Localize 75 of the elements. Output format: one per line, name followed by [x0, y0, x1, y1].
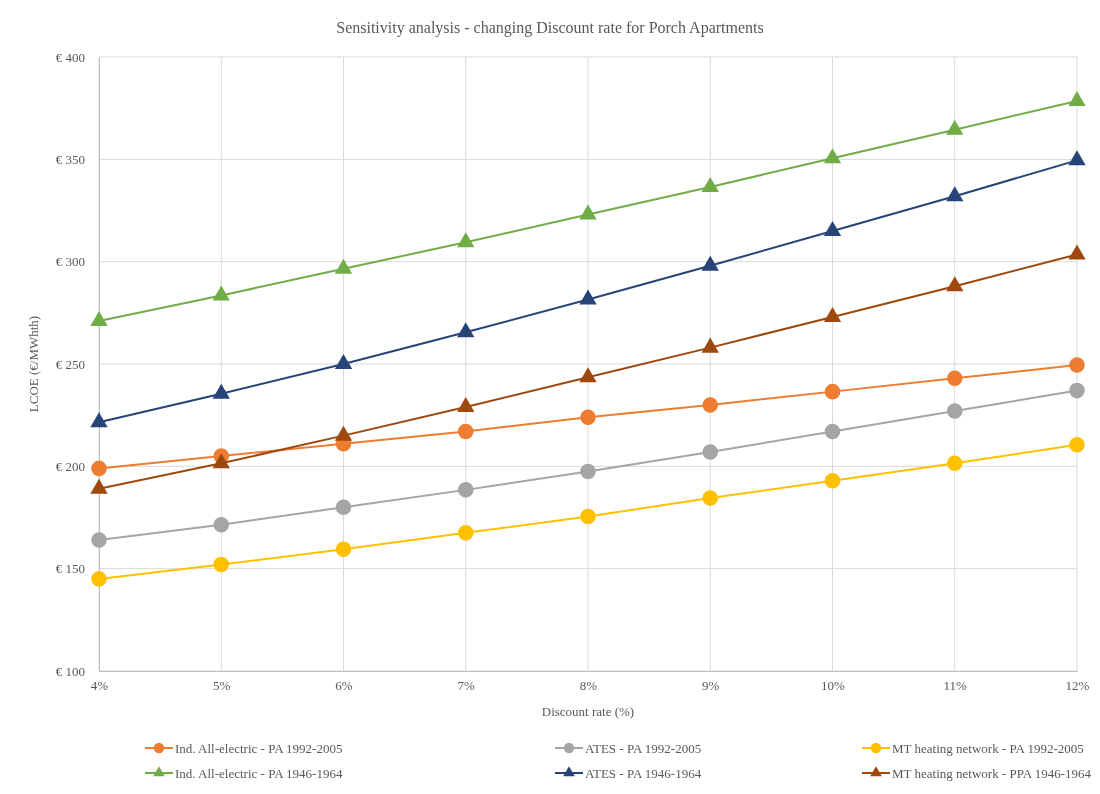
point — [1068, 91, 1086, 107]
point — [457, 322, 475, 338]
point — [824, 472, 841, 489]
legend-label: MT heating network - PA 1992-2005 — [892, 740, 1084, 756]
y-tick-label: € 100 — [55, 663, 85, 679]
point — [1068, 244, 1086, 260]
point — [823, 220, 842, 236]
point — [334, 258, 353, 274]
point — [701, 255, 719, 271]
point — [580, 463, 596, 480]
x-tick-label: 4% — [90, 678, 109, 694]
x-tick-label: 10% — [821, 678, 846, 694]
x-tick-label: 7% — [457, 678, 476, 694]
point — [823, 148, 842, 164]
point — [91, 532, 107, 548]
y-tick-label: € 150 — [55, 561, 85, 577]
point — [580, 409, 596, 425]
y-axis-title: LCOE (€/MWhth) — [26, 315, 41, 413]
legend-label: ATES - PA 1946-1964 — [585, 765, 702, 781]
x-tick-label: 9% — [702, 678, 720, 694]
point — [824, 383, 841, 400]
x-tick-label: 5% — [213, 678, 231, 694]
point — [580, 508, 596, 525]
point — [457, 525, 474, 541]
point — [1069, 382, 1085, 399]
legend-label: Ind. All-electric - PA 1946-1964 — [175, 765, 343, 781]
x-tick-label: 8% — [579, 678, 598, 694]
point — [946, 370, 963, 387]
point — [212, 383, 230, 399]
point — [1068, 150, 1086, 166]
point — [702, 444, 719, 460]
point — [579, 289, 597, 305]
point — [457, 482, 474, 498]
y-tick-label: € 400 — [55, 49, 85, 65]
y-tick-label: € 250 — [55, 356, 85, 372]
point — [823, 306, 842, 322]
point — [212, 285, 230, 301]
y-tick-label: € 200 — [55, 458, 85, 474]
point — [457, 232, 475, 248]
point — [579, 367, 597, 383]
point — [335, 499, 352, 516]
point — [702, 490, 719, 506]
point — [824, 423, 841, 440]
point — [702, 397, 719, 413]
legend-label: ATES - PA 1992-2005 — [585, 740, 702, 756]
point — [457, 423, 474, 440]
point — [946, 119, 964, 135]
point — [334, 354, 353, 369]
point — [91, 571, 107, 587]
point — [90, 311, 108, 327]
point — [946, 186, 964, 202]
legend-label: MT heating network - PPA 1946-1964 — [892, 765, 1092, 781]
x-tick-label: 6% — [335, 678, 353, 694]
y-tick-label: € 350 — [55, 151, 85, 167]
point — [701, 176, 719, 192]
legend-label: Ind. All-electric - PA 1992-2005 — [175, 740, 343, 756]
point — [335, 541, 352, 557]
point — [90, 412, 108, 428]
point — [213, 516, 230, 533]
point — [701, 337, 719, 353]
point — [334, 425, 353, 441]
point — [213, 556, 230, 573]
x-tick-label: 11% — [943, 678, 968, 694]
point — [946, 403, 963, 419]
chart-title: Sensitivity analysis - changing Discount rate for Porch Apartments — [336, 19, 764, 37]
x-tick-label: 12% — [1065, 678, 1090, 694]
point — [946, 276, 964, 292]
y-tick-label: € 300 — [55, 254, 85, 270]
point — [1069, 357, 1085, 373]
point — [579, 204, 597, 220]
point — [91, 460, 107, 477]
point — [1069, 437, 1085, 453]
x-axis-title: Discount rate (%) — [541, 704, 635, 719]
point — [212, 453, 230, 469]
point — [946, 455, 963, 472]
